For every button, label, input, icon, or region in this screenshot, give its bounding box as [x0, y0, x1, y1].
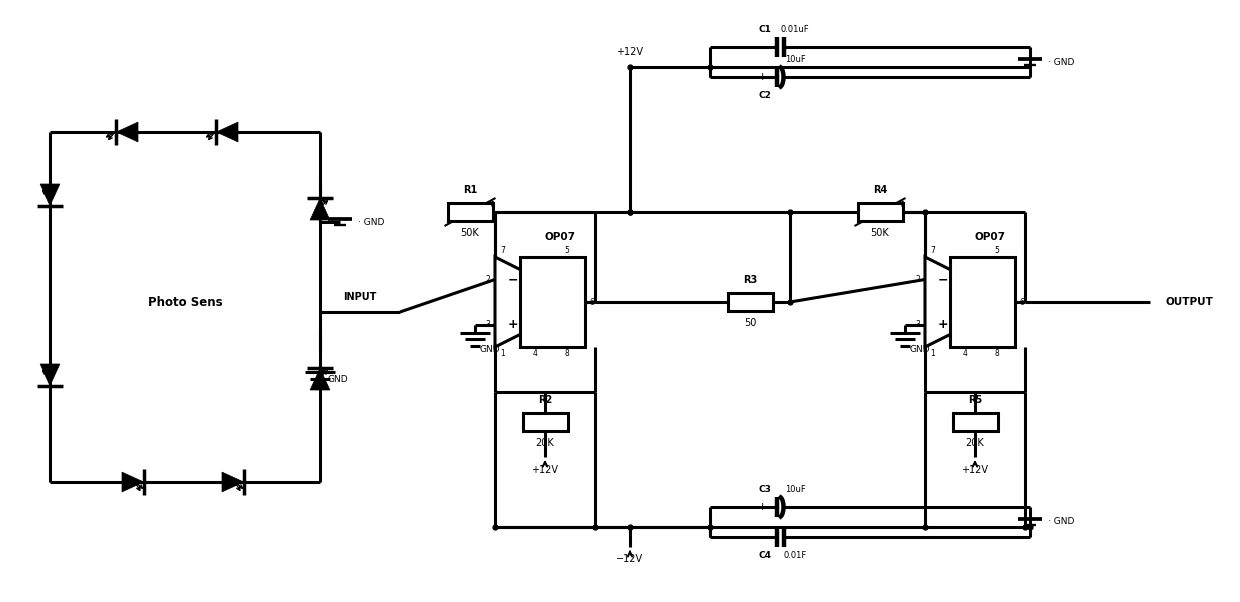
- Text: R5: R5: [968, 395, 982, 405]
- Text: · GND: · GND: [1048, 58, 1074, 66]
- Bar: [950, 257, 1016, 347]
- Polygon shape: [217, 122, 238, 142]
- Text: C2: C2: [759, 90, 771, 99]
- Text: 3: 3: [915, 320, 920, 329]
- Text: 1: 1: [501, 350, 506, 359]
- Text: C4: C4: [759, 550, 771, 559]
- Text: 3: 3: [486, 320, 491, 329]
- Text: +12V: +12V: [616, 47, 644, 57]
- Text: +12V: +12V: [532, 465, 558, 475]
- Text: · GND: · GND: [358, 217, 384, 226]
- Text: GND: GND: [910, 345, 930, 354]
- Text: +: +: [758, 502, 766, 512]
- Text: 4: 4: [962, 350, 967, 359]
- Text: 1: 1: [931, 350, 935, 359]
- Text: · GND: · GND: [1048, 518, 1074, 527]
- Text: 6: 6: [1019, 297, 1024, 306]
- Text: 8: 8: [994, 350, 999, 359]
- Text: 6: 6: [589, 297, 594, 306]
- Text: 20K: 20K: [966, 438, 985, 448]
- Bar: [520, 257, 585, 347]
- Text: GND: GND: [327, 374, 348, 383]
- Polygon shape: [40, 184, 60, 206]
- Text: GND: GND: [480, 345, 500, 354]
- Text: 5: 5: [564, 246, 569, 255]
- Text: 7: 7: [501, 246, 506, 255]
- Text: Photo Sens: Photo Sens: [148, 296, 222, 308]
- Text: +: +: [758, 72, 766, 82]
- Polygon shape: [310, 199, 330, 220]
- Text: −12V: −12V: [616, 554, 644, 564]
- Text: 0.01F: 0.01F: [784, 550, 807, 559]
- Polygon shape: [117, 122, 138, 142]
- Text: −: −: [507, 273, 518, 286]
- Text: INPUT: INPUT: [343, 292, 377, 302]
- Text: 7: 7: [930, 246, 935, 255]
- Text: 50: 50: [744, 318, 756, 328]
- Text: +12V: +12V: [961, 465, 988, 475]
- Bar: [858, 203, 903, 221]
- Text: R1: R1: [463, 185, 477, 195]
- Text: 2: 2: [915, 275, 920, 284]
- Text: +: +: [507, 318, 518, 331]
- Polygon shape: [222, 472, 243, 492]
- Bar: [728, 293, 773, 311]
- Text: +: +: [937, 318, 949, 331]
- Text: 4: 4: [532, 350, 537, 359]
- Text: R3: R3: [743, 275, 758, 285]
- Text: 50K: 50K: [460, 228, 480, 238]
- Polygon shape: [310, 368, 330, 390]
- Polygon shape: [495, 257, 585, 347]
- Bar: [522, 413, 568, 431]
- Text: −: −: [937, 273, 949, 286]
- Polygon shape: [40, 364, 60, 386]
- Text: 2: 2: [486, 275, 490, 284]
- Polygon shape: [925, 257, 1016, 347]
- Bar: [448, 203, 492, 221]
- Text: OP07: OP07: [544, 232, 575, 242]
- Text: C3: C3: [759, 485, 771, 494]
- Polygon shape: [122, 472, 144, 492]
- Text: 8: 8: [564, 350, 569, 359]
- Text: R4: R4: [873, 185, 887, 195]
- Bar: [952, 413, 997, 431]
- Text: 10uF: 10uF: [785, 55, 805, 63]
- Text: R2: R2: [538, 395, 552, 405]
- Text: 50K: 50K: [870, 228, 889, 238]
- Text: OP07: OP07: [975, 232, 1006, 242]
- Text: C1: C1: [759, 25, 771, 34]
- Text: 20K: 20K: [536, 438, 554, 448]
- Text: 5: 5: [994, 246, 999, 255]
- Text: 0.01uF: 0.01uF: [781, 25, 810, 34]
- Text: 10uF: 10uF: [785, 485, 805, 494]
- Text: OUTPUT: OUTPUT: [1166, 297, 1213, 307]
